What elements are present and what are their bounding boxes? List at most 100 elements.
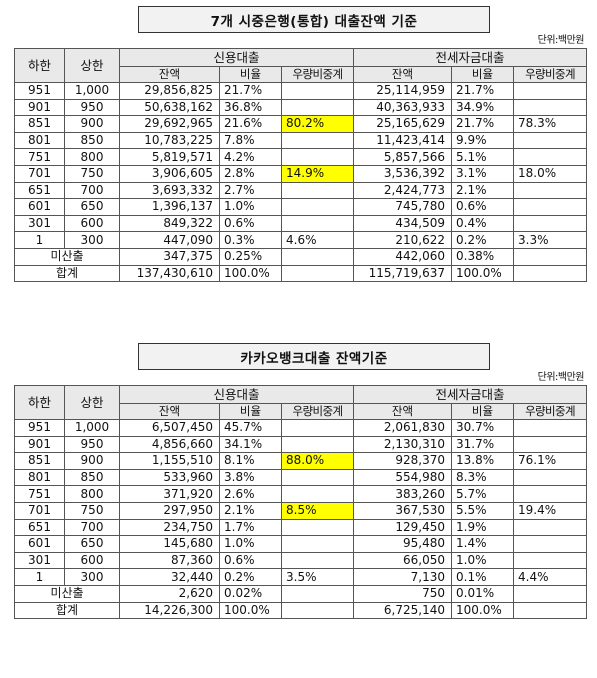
score-high: 600 xyxy=(64,551,120,570)
jeonse-balance: 3,536,392 xyxy=(353,164,452,183)
kakaobank-section: 카카오뱅크대출 잔액기준 단위:백만원 하한 상한 신용대출 전세자금대출 잔액… xyxy=(14,343,588,620)
jeonse-ratio: 0.4% xyxy=(451,214,514,233)
score-high: 900 xyxy=(64,115,120,133)
credit-ratio: 4.2% xyxy=(219,148,282,166)
commercial-banks-section: 7개 시중은행(통합) 대출잔액 기준 단위:백만원 하한 상한 신용대출 전세… xyxy=(14,6,588,283)
score-low: 651 xyxy=(14,518,65,537)
jeonse-prime-share xyxy=(512,98,588,117)
jeonse-balance: 442,060 xyxy=(353,247,452,266)
score-low: 651 xyxy=(14,181,65,200)
score-low: 951 xyxy=(14,419,65,437)
score-high: 900 xyxy=(64,452,120,470)
header-credit-share: 우량비중계 xyxy=(281,66,354,83)
score-low: 301 xyxy=(14,551,65,570)
jeonse-balance: 434,509 xyxy=(353,214,452,233)
table-body: 951 1,000 29,856,825 21.7% 25,114,959 21.7% 90… xyxy=(14,82,588,283)
score-high: 700 xyxy=(64,518,120,537)
table-row: 701 750 297,950 2.1% 8.5% 367,530 5.5% 19.4% xyxy=(14,501,588,520)
table-row: 901 950 50,638,162 36.8% 40,363,933 34.9% xyxy=(14,98,588,117)
jeonse-prime-share xyxy=(512,131,588,150)
jeonse-balance: 367,530 xyxy=(353,501,452,520)
credit-ratio: 36.8% xyxy=(219,98,282,117)
header-jeonse-share: 우량비중계 xyxy=(512,403,588,420)
credit-prime-share xyxy=(281,601,354,620)
credit-prime-share: 4.6% xyxy=(281,231,354,249)
score-high: 800 xyxy=(64,485,120,503)
table-row: 951 1,000 29,856,825 21.7% 25,114,959 21.7% xyxy=(14,82,588,100)
jeonse-prime-share xyxy=(512,264,588,283)
credit-prime-share xyxy=(281,584,354,603)
score-high: 650 xyxy=(64,535,120,553)
credit-prime-share: 88.0% xyxy=(281,452,354,470)
total-row: 합계 137,430,610 100.0% 115,719,637 100.0% xyxy=(14,264,588,283)
score-high: 950 xyxy=(64,98,120,117)
credit-ratio: 2.1% xyxy=(219,501,282,520)
score-low: 601 xyxy=(14,198,65,216)
jeonse-ratio: 9.9% xyxy=(451,131,514,150)
credit-balance: 29,856,825 xyxy=(119,82,220,100)
score-high: 800 xyxy=(64,148,120,166)
score-low: 751 xyxy=(14,485,65,503)
credit-balance: 14,226,300 xyxy=(119,601,220,620)
table-row: 1 300 447,090 0.3% 4.6% 210,622 0.2% 3.3% xyxy=(14,231,588,249)
jeonse-ratio: 3.1% xyxy=(451,164,514,183)
jeonse-balance: 928,370 xyxy=(353,452,452,470)
credit-balance: 29,692,965 xyxy=(119,115,220,133)
score-high: 650 xyxy=(64,198,120,216)
table-row: 701 750 3,906,605 2.8% 14.9% 3,536,392 3.1% 18.… xyxy=(14,164,588,183)
credit-ratio: 0.3% xyxy=(219,231,282,249)
jeonse-ratio: 0.01% xyxy=(451,584,514,603)
credit-balance: 87,360 xyxy=(119,551,220,570)
jeonse-ratio: 5.7% xyxy=(451,485,514,503)
jeonse-balance: 750 xyxy=(353,584,452,603)
jeonse-prime-share xyxy=(512,181,588,200)
credit-balance: 533,960 xyxy=(119,468,220,487)
unit-label: 단위:백만원 xyxy=(537,372,585,383)
credit-ratio: 2.6% xyxy=(219,485,282,503)
table-row: 851 900 29,692,965 21.6% 80.2% 25,165,629 21.7… xyxy=(14,115,588,133)
score-low: 701 xyxy=(14,501,65,520)
score-high: 300 xyxy=(64,568,120,586)
credit-prime-share xyxy=(281,148,354,166)
jeonse-ratio: 5.5% xyxy=(451,501,514,520)
jeonse-balance: 383,260 xyxy=(353,485,452,503)
jeonse-prime-share xyxy=(512,518,588,537)
credit-balance: 4,856,660 xyxy=(119,435,220,454)
score-high: 850 xyxy=(64,468,120,487)
score-low: 951 xyxy=(14,82,65,100)
jeonse-prime-share: 76.1% xyxy=(512,452,588,470)
credit-prime-share xyxy=(281,214,354,233)
jeonse-prime-share: 3.3% xyxy=(512,231,588,249)
jeonse-prime-share xyxy=(512,247,588,266)
jeonse-balance: 11,423,414 xyxy=(353,131,452,150)
credit-prime-share: 14.9% xyxy=(281,164,354,183)
credit-ratio: 100.0% xyxy=(219,264,282,283)
credit-ratio: 34.1% xyxy=(219,435,282,454)
header-credit-ratio: 비율 xyxy=(219,403,282,420)
jeonse-balance: 6,725,140 xyxy=(353,601,452,620)
jeonse-balance: 115,719,637 xyxy=(353,264,452,283)
jeonse-balance: 554,980 xyxy=(353,468,452,487)
credit-balance: 849,322 xyxy=(119,214,220,233)
header-credit-ratio: 비율 xyxy=(219,66,282,83)
credit-ratio: 0.02% xyxy=(219,584,282,603)
credit-ratio: 45.7% xyxy=(219,419,282,437)
credit-ratio: 1.0% xyxy=(219,198,282,216)
credit-prime-share xyxy=(281,551,354,570)
credit-ratio: 7.8% xyxy=(219,131,282,150)
jeonse-ratio: 31.7% xyxy=(451,435,514,454)
jeonse-balance: 95,480 xyxy=(353,535,452,553)
score-low: 1 xyxy=(14,231,65,249)
credit-balance: 32,440 xyxy=(119,568,220,586)
loan-balance-table: 하한 상한 신용대출 전세자금대출 잔액 비율 우량비중계 잔액 비율 우량비중… xyxy=(14,385,588,620)
credit-ratio: 100.0% xyxy=(219,601,282,620)
jeonse-prime-share: 4.4% xyxy=(512,568,588,586)
total-row: 합계 14,226,300 100.0% 6,725,140 100.0% xyxy=(14,601,588,620)
credit-ratio: 0.6% xyxy=(219,551,282,570)
jeonse-prime-share xyxy=(512,468,588,487)
credit-balance: 1,396,137 xyxy=(119,198,220,216)
score-low: 851 xyxy=(14,452,65,470)
header-credit-loan: 신용대출 xyxy=(119,385,354,404)
header-jeonse-balance: 잔액 xyxy=(353,403,452,420)
table-row: 801 850 10,783,225 7.8% 11,423,414 9.9% xyxy=(14,131,588,150)
